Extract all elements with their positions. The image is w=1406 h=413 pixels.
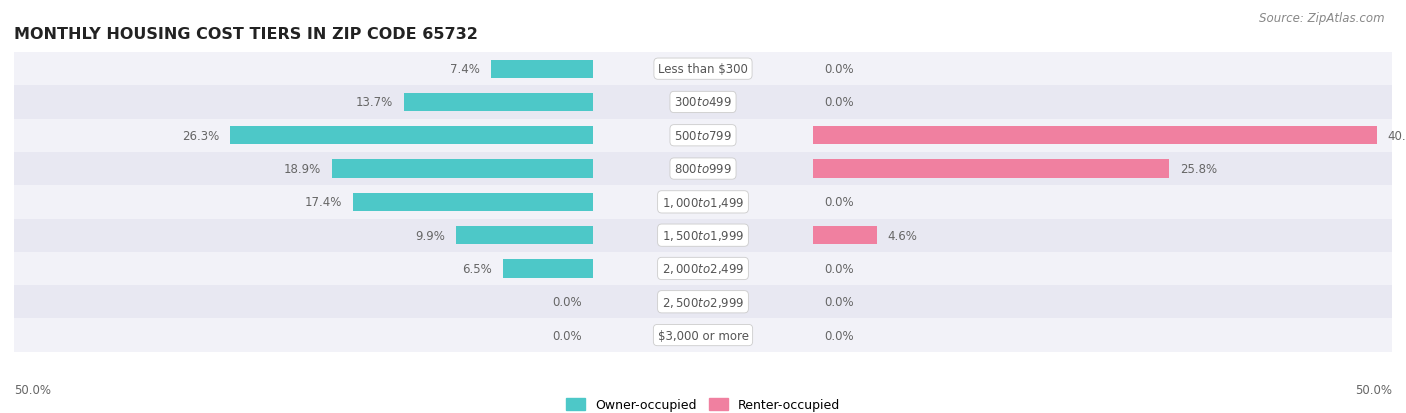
- Text: $500 to $799: $500 to $799: [673, 129, 733, 142]
- Bar: [503, 260, 593, 278]
- Text: MONTHLY HOUSING COST TIERS IN ZIP CODE 65732: MONTHLY HOUSING COST TIERS IN ZIP CODE 6…: [14, 26, 478, 41]
- Text: 18.9%: 18.9%: [284, 163, 322, 176]
- Text: 4.6%: 4.6%: [887, 229, 918, 242]
- Text: $1,500 to $1,999: $1,500 to $1,999: [662, 229, 744, 242]
- Text: Less than $300: Less than $300: [658, 63, 748, 76]
- Bar: [14, 119, 1392, 152]
- Bar: [813, 160, 1168, 178]
- Bar: [332, 160, 593, 178]
- Text: $300 to $499: $300 to $499: [673, 96, 733, 109]
- Text: $3,000 or more: $3,000 or more: [658, 329, 748, 342]
- Bar: [14, 186, 1392, 219]
- Text: 13.7%: 13.7%: [356, 96, 392, 109]
- Text: 50.0%: 50.0%: [14, 384, 51, 396]
- Bar: [14, 285, 1392, 319]
- Bar: [353, 193, 593, 211]
- Text: $1,000 to $1,499: $1,000 to $1,499: [662, 195, 744, 209]
- Bar: [491, 60, 593, 78]
- Text: 0.0%: 0.0%: [824, 96, 853, 109]
- Bar: [14, 252, 1392, 285]
- Bar: [813, 127, 1376, 145]
- Text: 0.0%: 0.0%: [553, 296, 582, 309]
- Text: 6.5%: 6.5%: [463, 262, 492, 275]
- Text: $2,500 to $2,999: $2,500 to $2,999: [662, 295, 744, 309]
- Bar: [14, 219, 1392, 252]
- Bar: [14, 86, 1392, 119]
- Text: 9.9%: 9.9%: [415, 229, 446, 242]
- Bar: [231, 127, 593, 145]
- Text: 26.3%: 26.3%: [183, 129, 219, 142]
- Bar: [813, 226, 876, 245]
- Text: 17.4%: 17.4%: [305, 196, 342, 209]
- Text: $800 to $999: $800 to $999: [673, 163, 733, 176]
- Text: 7.4%: 7.4%: [450, 63, 479, 76]
- Text: 0.0%: 0.0%: [824, 329, 853, 342]
- Text: 50.0%: 50.0%: [1355, 384, 1392, 396]
- Text: 0.0%: 0.0%: [824, 296, 853, 309]
- Text: 0.0%: 0.0%: [824, 196, 853, 209]
- Bar: [14, 152, 1392, 186]
- Text: 40.9%: 40.9%: [1388, 129, 1406, 142]
- Text: 25.8%: 25.8%: [1180, 163, 1216, 176]
- Bar: [457, 226, 593, 245]
- Text: 0.0%: 0.0%: [553, 329, 582, 342]
- Legend: Owner-occupied, Renter-occupied: Owner-occupied, Renter-occupied: [561, 393, 845, 413]
- Bar: [404, 94, 593, 112]
- Bar: [14, 319, 1392, 352]
- Text: $2,000 to $2,499: $2,000 to $2,499: [662, 262, 744, 276]
- Bar: [14, 53, 1392, 86]
- Text: 0.0%: 0.0%: [824, 262, 853, 275]
- Text: 0.0%: 0.0%: [824, 63, 853, 76]
- Text: Source: ZipAtlas.com: Source: ZipAtlas.com: [1260, 12, 1385, 25]
